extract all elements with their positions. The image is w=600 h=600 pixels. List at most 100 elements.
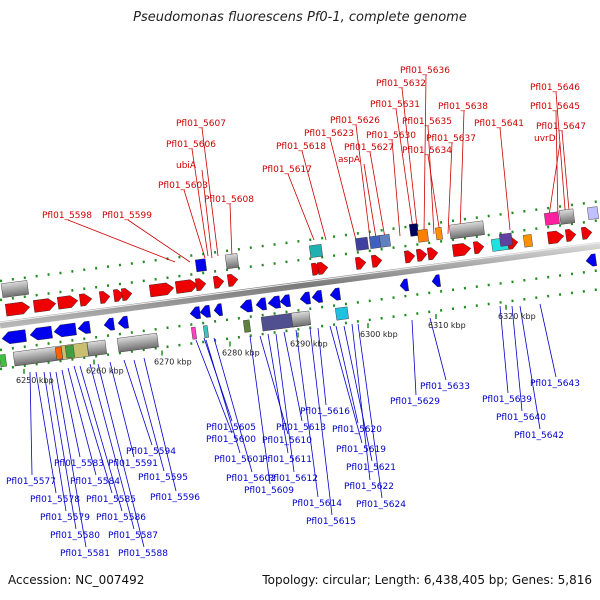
- reverse-gene-18: [585, 253, 597, 267]
- reverse-label-24: Pfl01_5614: [292, 499, 342, 509]
- feature-mark-2: [354, 236, 369, 251]
- reverse-gene-8: [213, 303, 223, 317]
- reverse-gene-2: [53, 322, 77, 338]
- forward-label-25: uvrD: [534, 134, 556, 144]
- forward-label-16: Pfl01_5636: [400, 66, 450, 76]
- forward-gene-left-2: [56, 295, 79, 310]
- reverse-label-22: Pfl01_5612: [268, 474, 318, 484]
- reverse-leader-2: [43, 371, 67, 512]
- forward-leader-15: [401, 87, 419, 237]
- forward-gene-1: [174, 279, 199, 294]
- reverse-leader-30: [351, 323, 371, 481]
- forward-leader-22: [555, 91, 567, 223]
- forward-leader-21: [499, 127, 511, 231]
- reverse-label-3: Pfl01_5580: [50, 531, 100, 541]
- forward-label-12: Pfl01_5627: [344, 143, 394, 153]
- forward-gene-left-5: [112, 289, 125, 303]
- backbone-highlight: [0, 242, 600, 323]
- reverse-leader-0: [29, 371, 33, 476]
- reverse-label-10: Pfl01_5588: [118, 549, 168, 559]
- forward-leader-1: [127, 219, 191, 263]
- forward-label-1: Pfl01_5599: [102, 211, 152, 221]
- reverse-label-19: Pfl01_5609: [244, 486, 294, 496]
- reverse-label-36: Pfl01_5642: [514, 431, 564, 441]
- reverse-label-26: Pfl01_5616: [300, 407, 350, 417]
- reverse-label-33: Pfl01_5633: [420, 382, 470, 392]
- reverse-leader-28: [335, 325, 359, 424]
- reverse-leader-6: [67, 367, 97, 476]
- reverse-leader-27: [329, 325, 363, 444]
- reverse-leader-17: [213, 337, 253, 473]
- forward-leader-12: [369, 151, 386, 239]
- forward-leader-17: [427, 125, 435, 235]
- feature-mark-7: [434, 227, 443, 241]
- feature-mark-11: [202, 325, 209, 339]
- reverse-leader-14: [143, 357, 177, 492]
- genome-backbone: [0, 241, 600, 329]
- dots-fwd-inner: [0, 218, 600, 302]
- forward-leader-10: [355, 124, 371, 239]
- forward-leader-2: [183, 189, 206, 259]
- reverse-label-7: Pfl01_5585: [86, 495, 136, 505]
- reverse-leader-36: [519, 305, 541, 430]
- forward-gene-13: [472, 241, 485, 255]
- forward-label-15: Pfl01_5632: [376, 79, 426, 89]
- feature-mark-19: [64, 344, 75, 359]
- reverse-label-37: Pfl01_5643: [530, 379, 580, 389]
- reverse-label-0: Pfl01_5577: [6, 477, 56, 487]
- reverse-label-28: Pfl01_5620: [332, 425, 382, 435]
- feature-box-4: [116, 332, 159, 353]
- feature-mark-4: [378, 233, 391, 248]
- forward-label-17: Pfl01_5635: [402, 117, 452, 127]
- feature-box-5: [224, 253, 240, 270]
- reverse-leader-34: [499, 305, 509, 394]
- reverse-gene-9: [239, 299, 253, 313]
- forward-gene-left-6: [120, 288, 133, 301]
- forward-gene-6: [316, 262, 329, 275]
- forward-leader-3: [229, 203, 233, 259]
- forward-label-22: Pfl01_5646: [530, 83, 580, 93]
- reverse-label-32: Pfl01_5629: [390, 397, 440, 407]
- reverse-gene-6: [189, 306, 201, 320]
- forward-label-7: Pfl01_5617: [262, 165, 312, 175]
- reverse-gene-5: [117, 315, 129, 329]
- reverse-gene-12: [279, 294, 291, 308]
- scale-tick-label-3: 6280 kbp: [222, 348, 260, 357]
- forward-label-20: Pfl01_5638: [438, 102, 488, 112]
- forward-label-5: Pfl01_5606: [166, 140, 216, 150]
- reverse-leader-15: [195, 339, 233, 434]
- reverse-gene-13: [299, 291, 311, 305]
- reverse-label-25: Pfl01_5615: [306, 517, 356, 527]
- reverse-gene-7: [199, 304, 211, 318]
- feature-box-3: [86, 339, 107, 357]
- feature-box-8: [448, 220, 485, 240]
- reverse-label-20: Pfl01_5610: [262, 436, 312, 446]
- dots-rev-inner: [0, 268, 600, 352]
- feature-mark-6: [416, 228, 429, 243]
- reverse-leader-11: [109, 361, 135, 458]
- forward-label-23: Pfl01_5645: [530, 102, 580, 112]
- reverse-leader-25: [309, 327, 333, 516]
- feature-box-1: [12, 345, 63, 367]
- reverse-label-31: Pfl01_5624: [356, 500, 406, 510]
- reverse-leader-23: [283, 331, 303, 422]
- forward-leader-14: [395, 108, 415, 237]
- forward-gene-9: [403, 250, 416, 264]
- reverse-gene-16: [399, 278, 409, 292]
- reverse-leader-19: [249, 335, 271, 485]
- strand-guides: [0, 199, 600, 371]
- forward-leader-16: [423, 74, 427, 235]
- reverse-gene-3: [77, 320, 91, 334]
- reverse-label-8: Pfl01_5586: [96, 513, 146, 523]
- forward-gene-7: [354, 256, 367, 270]
- reverse-label-2: Pfl01_5579: [40, 513, 90, 523]
- forward-leader-7: [287, 173, 315, 241]
- reverse-leader-35: [511, 305, 523, 412]
- reverse-leader-21: [267, 333, 289, 454]
- backbone-bar: [0, 241, 600, 329]
- forward-leader-11: [363, 163, 377, 239]
- reverse-label-34: Pfl01_5639: [482, 395, 532, 405]
- scale-tick-label-2: 6270 kbp: [154, 358, 192, 367]
- reverse-leader-5: [61, 369, 81, 458]
- reverse-leader-18: [203, 337, 233, 422]
